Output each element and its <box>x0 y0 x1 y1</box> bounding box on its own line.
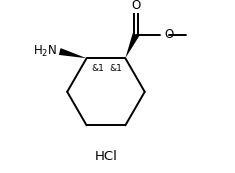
Text: &1: &1 <box>110 64 123 73</box>
Text: O: O <box>131 0 141 12</box>
Polygon shape <box>125 33 139 58</box>
Text: O: O <box>164 28 174 41</box>
Polygon shape <box>59 48 86 58</box>
Text: HCl: HCl <box>94 150 118 163</box>
Text: &1: &1 <box>91 64 104 73</box>
Text: H$_2$N: H$_2$N <box>33 44 57 59</box>
